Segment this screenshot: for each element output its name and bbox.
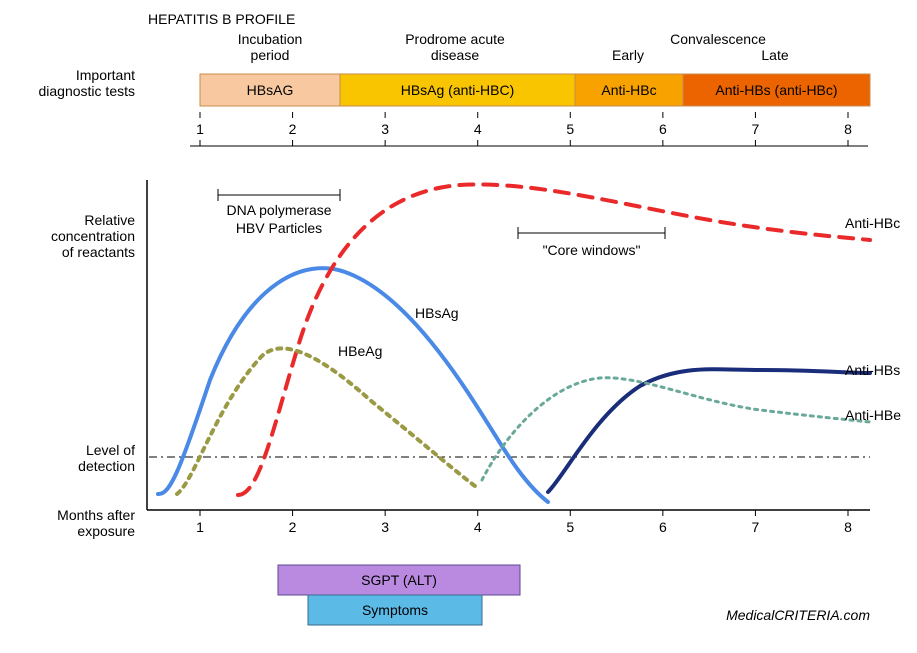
svg-text:5: 5 bbox=[566, 519, 574, 535]
svg-text:8: 8 bbox=[844, 519, 852, 535]
svg-text:Early: Early bbox=[612, 47, 644, 63]
svg-text:MedicalCRITERIA.com: MedicalCRITERIA.com bbox=[726, 607, 870, 623]
svg-text:HBeAg: HBeAg bbox=[338, 343, 382, 359]
curve-hbeag bbox=[177, 348, 475, 494]
svg-text:2: 2 bbox=[289, 519, 297, 535]
svg-text:6: 6 bbox=[659, 121, 667, 137]
svg-text:HBsAg: HBsAg bbox=[415, 305, 459, 321]
svg-text:Late: Late bbox=[761, 47, 788, 63]
svg-text:Anti-HBs (anti-HBc): Anti-HBs (anti-HBc) bbox=[715, 82, 837, 98]
svg-text:diagnostic tests: diagnostic tests bbox=[39, 83, 136, 99]
svg-text:4: 4 bbox=[474, 121, 482, 137]
svg-text:HBsAG: HBsAG bbox=[247, 82, 294, 98]
svg-text:Anti-HBc: Anti-HBc bbox=[601, 82, 656, 98]
curve-antihbs bbox=[548, 369, 870, 492]
curve-antihbc bbox=[238, 184, 870, 495]
svg-text:period: period bbox=[251, 47, 290, 63]
svg-text:exposure: exposure bbox=[77, 523, 135, 539]
svg-text:SGPT (ALT): SGPT (ALT) bbox=[361, 572, 437, 588]
svg-text:7: 7 bbox=[752, 121, 760, 137]
svg-text:Prodrome acute: Prodrome acute bbox=[405, 31, 505, 47]
curve-antihbe bbox=[482, 378, 870, 480]
svg-text:Important: Important bbox=[76, 67, 135, 83]
svg-text:7: 7 bbox=[752, 519, 760, 535]
svg-text:1: 1 bbox=[196, 519, 204, 535]
svg-text:HBsAg (anti-HBC): HBsAg (anti-HBC) bbox=[401, 82, 515, 98]
svg-text:Anti-HBc: Anti-HBc bbox=[845, 215, 900, 231]
svg-text:2: 2 bbox=[289, 121, 297, 137]
svg-text:Relative: Relative bbox=[84, 212, 135, 228]
svg-text:HBV Particles: HBV Particles bbox=[236, 220, 322, 236]
svg-text:Convalescence: Convalescence bbox=[670, 31, 766, 47]
svg-text:Symptoms: Symptoms bbox=[362, 602, 428, 618]
svg-text:1: 1 bbox=[196, 121, 204, 137]
svg-text:concentration: concentration bbox=[51, 228, 135, 244]
svg-text:"Core windows": "Core windows" bbox=[543, 242, 641, 258]
svg-text:5: 5 bbox=[566, 121, 574, 137]
svg-text:3: 3 bbox=[381, 519, 389, 535]
svg-text:6: 6 bbox=[659, 519, 667, 535]
svg-text:Months after: Months after bbox=[57, 507, 135, 523]
svg-text:4: 4 bbox=[474, 519, 482, 535]
svg-text:detection: detection bbox=[78, 458, 135, 474]
svg-text:Anti-HBs: Anti-HBs bbox=[845, 362, 900, 378]
svg-text:disease: disease bbox=[431, 47, 479, 63]
svg-text:Incubation: Incubation bbox=[238, 31, 303, 47]
svg-text:8: 8 bbox=[844, 121, 852, 137]
hepatitis-b-profile-chart: HEPATITIS B PROFILE Incubationperiod Prodr… bbox=[0, 0, 917, 648]
svg-text:Anti-HBe: Anti-HBe bbox=[845, 407, 901, 423]
svg-text:3: 3 bbox=[381, 121, 389, 137]
svg-text:HEPATITIS B PROFILE: HEPATITIS B PROFILE bbox=[148, 11, 295, 27]
svg-text:of reactants: of reactants bbox=[62, 244, 135, 260]
svg-text:Level of: Level of bbox=[86, 442, 135, 458]
svg-text:DNA polymerase: DNA polymerase bbox=[226, 202, 331, 218]
